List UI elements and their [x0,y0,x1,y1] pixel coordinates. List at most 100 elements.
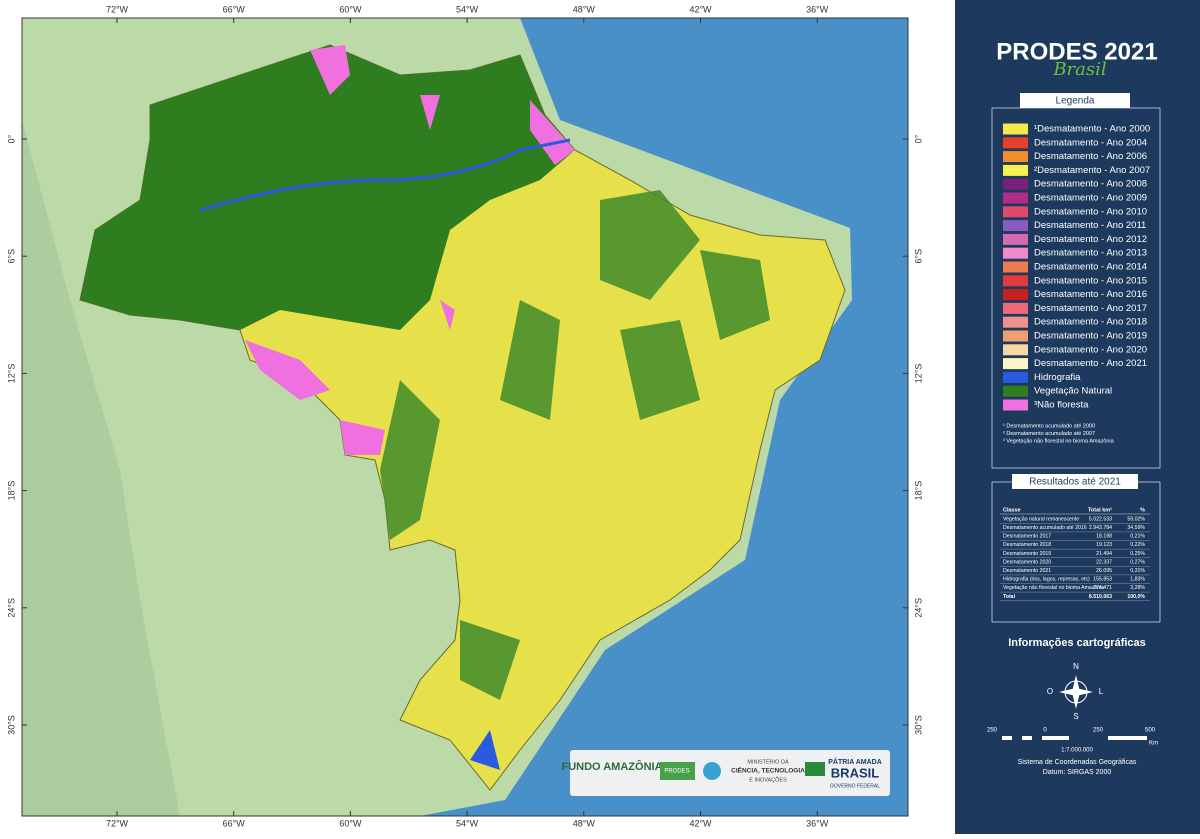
table-cell: Desmatamento 2017 [1003,534,1051,540]
legend-label: ³Não floresta [1034,400,1089,411]
logo-fundo: FUNDO AMAZÔNIA [561,760,662,773]
lon-label: 42°W [689,4,712,14]
table-cell: 155.853 [1093,577,1112,583]
legend-label: Desmatamento - Ano 2010 [1034,206,1147,217]
legend-label: Desmatamento - Ano 2020 [1034,344,1147,355]
andes [22,120,180,816]
table-cell: Desmatamento acumulado até 2016 [1003,525,1087,531]
scale-label: 250 [1093,728,1104,734]
river [199,138,571,212]
lon-label: 66°W [223,4,246,14]
table-cell: 0,31% [1130,568,1145,574]
lat-label: 6°S [6,249,16,264]
results-title: Resultados até 2021 [1029,477,1121,488]
lat-label: 18°S [913,481,923,501]
legend-swatch [1003,123,1028,135]
lon-label: 48°W [573,818,596,828]
legend-title: Legenda [1056,96,1095,107]
compass-l: L [1099,687,1104,696]
legend-swatch [1003,289,1028,301]
table-cell: 3,28% [1130,585,1145,591]
legend-swatch [1003,137,1028,149]
legend-label: Desmatamento - Ano 2012 [1034,234,1147,245]
logo-prodes-box [660,762,695,780]
scale-label: 250 [987,728,998,734]
lon-label: 54°W [456,818,479,828]
legend-title-box [1020,93,1130,108]
legend-footnote: ¹ Desmatamento acumulado até 2000 [1003,423,1095,429]
table-cell: 59,02% [1127,516,1145,522]
lon-label: 72°W [106,818,129,828]
table-cell: 0,25% [1130,551,1145,557]
table-header: Classe [1003,507,1021,513]
lon-label: 42°W [689,818,712,828]
lon-label: 48°W [573,4,596,14]
lat-label: 12°S [913,364,923,384]
table-cell: 21.494 [1096,551,1112,557]
panel-subtitle: Brasil [1052,59,1107,80]
table-cell: 0,21% [1130,534,1145,540]
lat-label: 12°S [6,364,16,384]
logo-ministry: E INOVAÇÕES [749,776,787,783]
legend-swatch [1003,164,1028,176]
table-cell: 0,27% [1130,559,1145,565]
table-cell: Desmatamento 2021 [1003,568,1051,574]
table-cell: Hidrografia (rios, lagos, represas, etc) [1003,577,1090,583]
logo-circle [703,762,721,780]
legend-label: Desmatamento - Ano 2013 [1034,248,1147,259]
table-cell: Vegetação natural remanescente [1003,516,1079,522]
legend-swatch [1003,385,1028,397]
table-cell: Total [1003,594,1016,600]
legend-label: ²Desmatamento - Ano 2007 [1034,165,1150,176]
legend-label: Vegetação Natural [1034,386,1112,397]
legend-swatch [1003,261,1028,273]
legend-swatch [1003,371,1028,383]
legend-swatch [1003,302,1028,314]
legend-swatch [1003,178,1028,190]
legend-label: Desmatamento - Ano 2015 [1034,275,1147,286]
lat-label: 30°S [913,715,923,735]
legend-label: Desmatamento - Ano 2011 [1034,220,1146,231]
info-title: Informações cartográficas [1008,637,1146,649]
lat-label: 30°S [6,715,16,735]
legend-label: Hidrografia [1034,372,1081,383]
table-cell: 2.943.784 [1089,525,1112,531]
table-cell: Desmatamento 2018 [1003,542,1051,548]
logo-bar [570,750,890,796]
legend-swatch [1003,399,1028,411]
map-frame [21,17,909,817]
logo-governo: GOVERNO FEDERAL [830,783,880,789]
legend-swatch [1003,220,1028,232]
table-cell: 19.123 [1096,542,1112,548]
lat-label: 0° [6,134,16,143]
legend-label: Desmatamento - Ano 2014 [1034,262,1147,273]
legend-swatch [1003,233,1028,245]
amazon-forest [80,45,575,330]
legend-swatch [1003,192,1028,204]
lat-label: 24°S [6,598,16,618]
lat-label: 0° [913,134,923,143]
logo-flag [805,762,825,776]
legend-label: Desmatamento - Ano 2019 [1034,331,1147,342]
logo-brasil: BRASIL [831,765,879,780]
legend-swatch [1003,330,1028,342]
table-cell: 274.471 [1093,585,1112,591]
lon-label: 54°W [456,4,479,14]
table-cell: 1,83% [1130,577,1145,583]
legend-swatch [1003,275,1028,287]
crs: Sistema de Coordenadas Geográficas [1018,759,1137,766]
table-cell: Desmatamento 2019 [1003,551,1051,557]
compass-s: S [1073,712,1078,721]
table-cell: Desmatamento 2020 [1003,559,1051,565]
logo-prodes: PRODES [664,769,689,775]
legend-label: Desmatamento - Ano 2004 [1034,137,1147,148]
results-title-box [1012,474,1138,489]
legend-swatch [1003,247,1028,259]
table-cell: 34,59% [1127,525,1145,531]
scale-ratio: 1:7.000.000 [1061,748,1093,754]
table-cell: 18.198 [1096,534,1112,540]
legend-swatch [1003,316,1028,328]
table-cell: 22.337 [1096,559,1112,565]
compass-rose [1059,675,1093,709]
